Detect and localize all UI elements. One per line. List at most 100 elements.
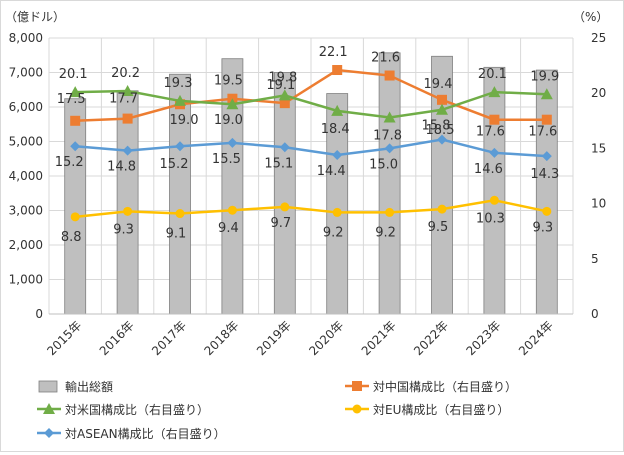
x-axis-tick-label: 2020年 — [306, 318, 346, 358]
data-label: 14.4 — [317, 164, 346, 179]
data-label: 14.8 — [107, 160, 136, 175]
data-label: 15.2 — [55, 155, 84, 170]
data-label: 19.0 — [170, 113, 199, 128]
left-axis-tick-label: 8,000 — [9, 31, 43, 45]
point-eu — [280, 202, 290, 212]
data-label: 20.1 — [478, 67, 507, 82]
bar-export-total — [273, 72, 296, 315]
right-axis-tick-label: 25 — [591, 31, 606, 45]
point-eu — [227, 205, 237, 215]
left-axis-tick-label: 0 — [35, 307, 43, 321]
point-asean — [437, 134, 447, 145]
point-us — [331, 104, 344, 116]
point-eu — [385, 207, 395, 217]
x-axis-tick-label: 2019年 — [254, 318, 294, 358]
data-label: 22.1 — [319, 45, 348, 60]
left-axis-tick-label: 6,000 — [9, 100, 43, 114]
data-label: 8.8 — [61, 230, 82, 245]
left-axis-tick-label: 7,000 — [9, 66, 43, 80]
bar-export-total — [535, 69, 558, 315]
point-asean — [384, 143, 395, 154]
point-china — [437, 94, 447, 105]
left-axis-unit: （億ドル） — [5, 10, 65, 24]
right-axis-tick-label: 10 — [591, 197, 606, 211]
data-label: 19.8 — [268, 70, 297, 85]
data-label: 9.3 — [532, 220, 553, 235]
data-label: 17.6 — [528, 125, 557, 140]
point-eu — [123, 206, 133, 216]
x-axis-tick-label: 2016年 — [97, 318, 137, 358]
line-asean — [75, 138, 547, 158]
data-label: 14.3 — [530, 167, 559, 182]
bar-export-total — [116, 90, 139, 315]
x-axis-tick-label: 2023年 — [464, 318, 504, 358]
point-china — [122, 113, 133, 124]
left-axis-tick-label: 2,000 — [9, 238, 43, 252]
data-label: 9.2 — [375, 225, 396, 240]
point-eu — [437, 204, 447, 214]
point-china — [541, 114, 552, 125]
legend-swatch-marker — [352, 381, 362, 391]
data-label: 9.7 — [270, 216, 291, 231]
point-china — [70, 115, 81, 126]
point-us — [69, 86, 82, 98]
bar-export-total — [378, 52, 401, 315]
point-eu — [489, 195, 499, 205]
point-asean — [70, 141, 81, 152]
legend-label: 対中国構成比（右目盛り） — [373, 379, 517, 394]
point-us — [383, 111, 396, 123]
point-us — [121, 84, 134, 96]
bar-export-total — [483, 66, 506, 315]
data-label: 17.8 — [373, 128, 402, 143]
point-asean — [489, 147, 500, 158]
data-label: 19.4 — [424, 77, 453, 92]
point-eu — [332, 207, 342, 217]
data-label: 19.9 — [530, 69, 559, 84]
legend-label: 輸出総額 — [65, 379, 113, 394]
data-label: 20.2 — [111, 66, 140, 81]
data-label: 9.4 — [218, 221, 239, 236]
left-axis-tick-label: 4,000 — [9, 169, 43, 183]
data-label: 18.5 — [426, 123, 455, 138]
left-axis-tick-label: 1,000 — [9, 273, 43, 287]
data-label: 19.5 — [214, 74, 243, 89]
point-us — [278, 89, 291, 101]
x-axis-tick-label: 2017年 — [149, 318, 189, 358]
data-labels-group: 17.5 17.7 19.0 19.5 19.1 22.1 21.6 19.4 17.6 17.6… — [55, 45, 560, 245]
point-us — [436, 103, 448, 115]
data-label: 9.3 — [113, 222, 134, 237]
data-label: 9.5 — [428, 220, 449, 235]
x-axis-tick-label: 2018年 — [202, 318, 242, 358]
point-us — [488, 86, 501, 98]
data-label: 17.6 — [476, 125, 505, 140]
axes-group: （億ドル） （%） 0 1,000 2,000 3,000 4,000 5,000 6,00… — [5, 10, 608, 358]
left-axis-tick-label: 5,000 — [9, 135, 43, 149]
x-axis-tick-label: 2015年 — [44, 318, 84, 358]
data-label: 15.8 — [422, 119, 451, 134]
point-asean — [279, 142, 290, 153]
line-series-group — [69, 65, 553, 222]
line-eu — [75, 199, 548, 219]
data-label: 15.1 — [264, 156, 293, 171]
data-label: 19.1 — [266, 78, 295, 93]
data-label: 19.0 — [214, 113, 243, 128]
left-axis-tick-label: 3,000 — [9, 204, 43, 218]
data-label: 18.4 — [321, 122, 350, 137]
point-eu — [542, 206, 552, 216]
point-us — [540, 88, 553, 100]
point-eu — [175, 209, 185, 219]
data-label: 20.1 — [59, 67, 88, 82]
point-asean — [541, 151, 552, 162]
right-axis-tick-label: 15 — [591, 141, 606, 155]
legend-label: 対EU構成比（右目盛り） — [373, 402, 509, 417]
bar-export-total — [169, 73, 191, 315]
data-label: 9.1 — [166, 227, 187, 242]
point-us — [226, 98, 239, 110]
right-axis-unit: （%） — [573, 10, 608, 24]
point-eu — [70, 212, 80, 222]
x-axis-tick-label: 2024年 — [516, 318, 556, 358]
line-us — [75, 89, 547, 119]
point-asean — [227, 137, 238, 148]
